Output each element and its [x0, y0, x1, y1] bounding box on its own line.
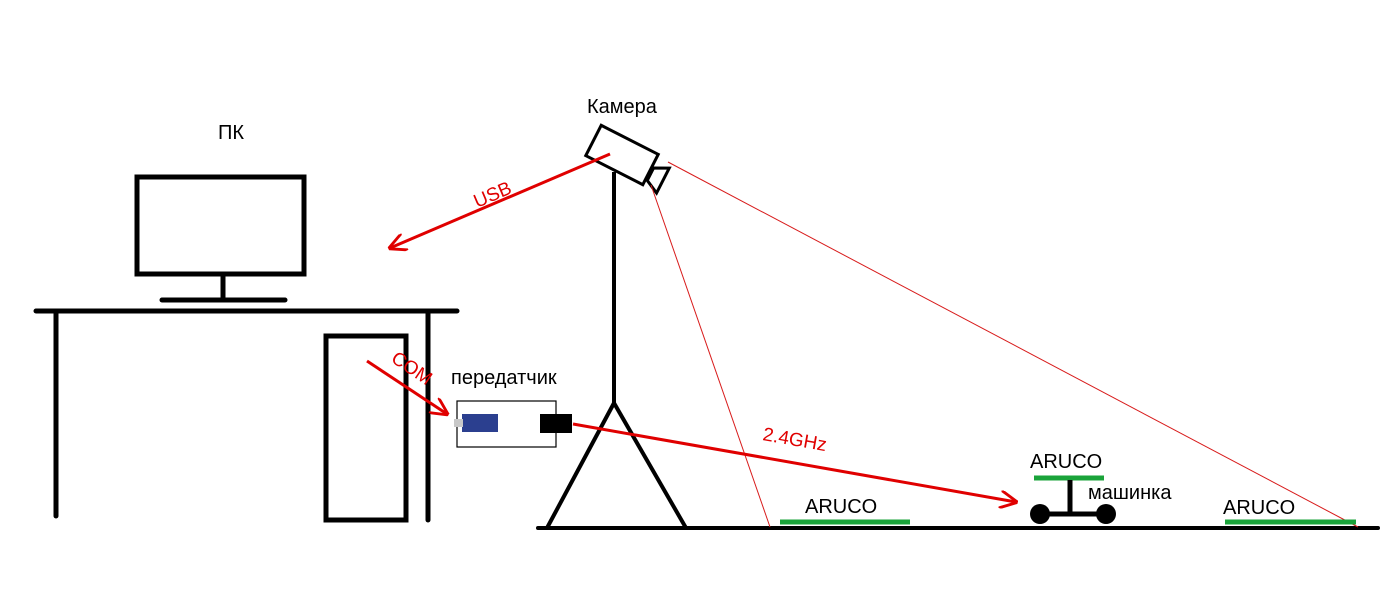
aruco-label-right: ARUCO [1223, 497, 1295, 519]
transmitter-group: передатчик [451, 367, 572, 448]
pc-group: ПК [33, 122, 460, 523]
camera-fov-right [667, 161, 1359, 528]
com-arrow [366, 359, 447, 414]
camera-group: Камера [545, 96, 688, 529]
tripod-leg-left [545, 402, 616, 529]
car-group: ARUCO машинка [1030, 451, 1172, 524]
radio-label: 2.4GHz [761, 424, 828, 456]
radio-connection: 2.4GHz [572, 422, 1016, 502]
system-unit-icon [323, 333, 409, 523]
aruco-marker-left: ARUCO [780, 496, 910, 525]
usb-dongle-tip [454, 419, 463, 427]
usb-label: USB [471, 178, 515, 213]
tripod-leg-right [612, 402, 688, 529]
radio-arrow [572, 422, 1016, 502]
usb-dongle-icon [462, 414, 498, 432]
antenna-module-icon [540, 414, 572, 433]
usb-arrow [390, 152, 611, 248]
usb-connection: USB [390, 152, 611, 248]
aruco-label-left: ARUCO [805, 496, 877, 518]
aruco-label-car: ARUCO [1030, 451, 1102, 473]
camera-lens-icon [645, 166, 672, 196]
car-label: машинка [1088, 482, 1172, 504]
camera-icon [583, 123, 661, 187]
camera-label: Камера [587, 96, 658, 118]
transmitter-label: передатчик [451, 367, 557, 389]
car-wheel-right-icon [1096, 504, 1116, 524]
car-wheel-left-icon [1030, 504, 1050, 524]
camera-fov-left [650, 184, 771, 528]
aruco-marker-right: ARUCO [1223, 497, 1356, 525]
pc-label: ПК [218, 122, 244, 144]
monitor-icon [134, 174, 307, 277]
